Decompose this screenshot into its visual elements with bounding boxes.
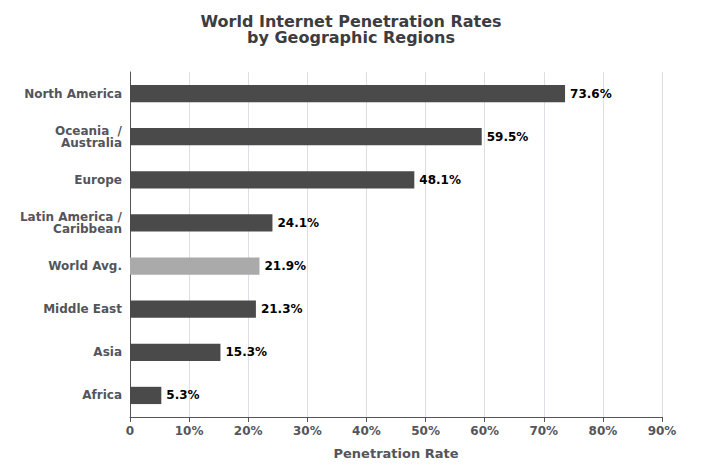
svg-text:by Geographic Regions: by Geographic Regions [247,28,455,47]
svg-text:73.6%: 73.6% [570,87,612,101]
svg-text:North America: North America [24,87,122,101]
svg-text:Penetration Rate: Penetration Rate [333,446,458,461]
svg-text:40%: 40% [352,424,381,438]
svg-text:20%: 20% [234,424,263,438]
svg-text:Europe: Europe [74,173,122,187]
svg-text:Oceania /: Oceania / [55,123,122,138]
svg-text:Caribbean: Caribbean [53,222,122,236]
svg-text:5.3%: 5.3% [166,388,199,402]
svg-text:Middle East: Middle East [43,302,122,316]
svg-text:80%: 80% [589,424,618,438]
svg-text:24.1%: 24.1% [277,216,319,230]
svg-text:Latin America /: Latin America / [20,209,122,224]
svg-text:10%: 10% [175,424,204,438]
svg-text:70%: 70% [529,424,558,438]
svg-text:0: 0 [126,424,134,438]
svg-text:World Internet Penetration Rat: World Internet Penetration Rates [200,11,502,31]
svg-text:Africa: Africa [82,388,122,402]
svg-text:48.1%: 48.1% [419,173,461,187]
svg-text:21.9%: 21.9% [264,259,306,273]
svg-text:30%: 30% [293,424,322,438]
svg-text:50%: 50% [411,424,440,438]
svg-text:Asia: Asia [93,345,122,359]
svg-text:World Avg.: World Avg. [48,259,122,273]
svg-text:59.5%: 59.5% [487,130,529,144]
svg-text:60%: 60% [470,424,499,438]
svg-text:21.3%: 21.3% [261,302,303,316]
svg-text:15.3%: 15.3% [225,345,267,359]
svg-text:Australia: Australia [61,136,122,150]
svg-text:90%: 90% [648,424,677,438]
